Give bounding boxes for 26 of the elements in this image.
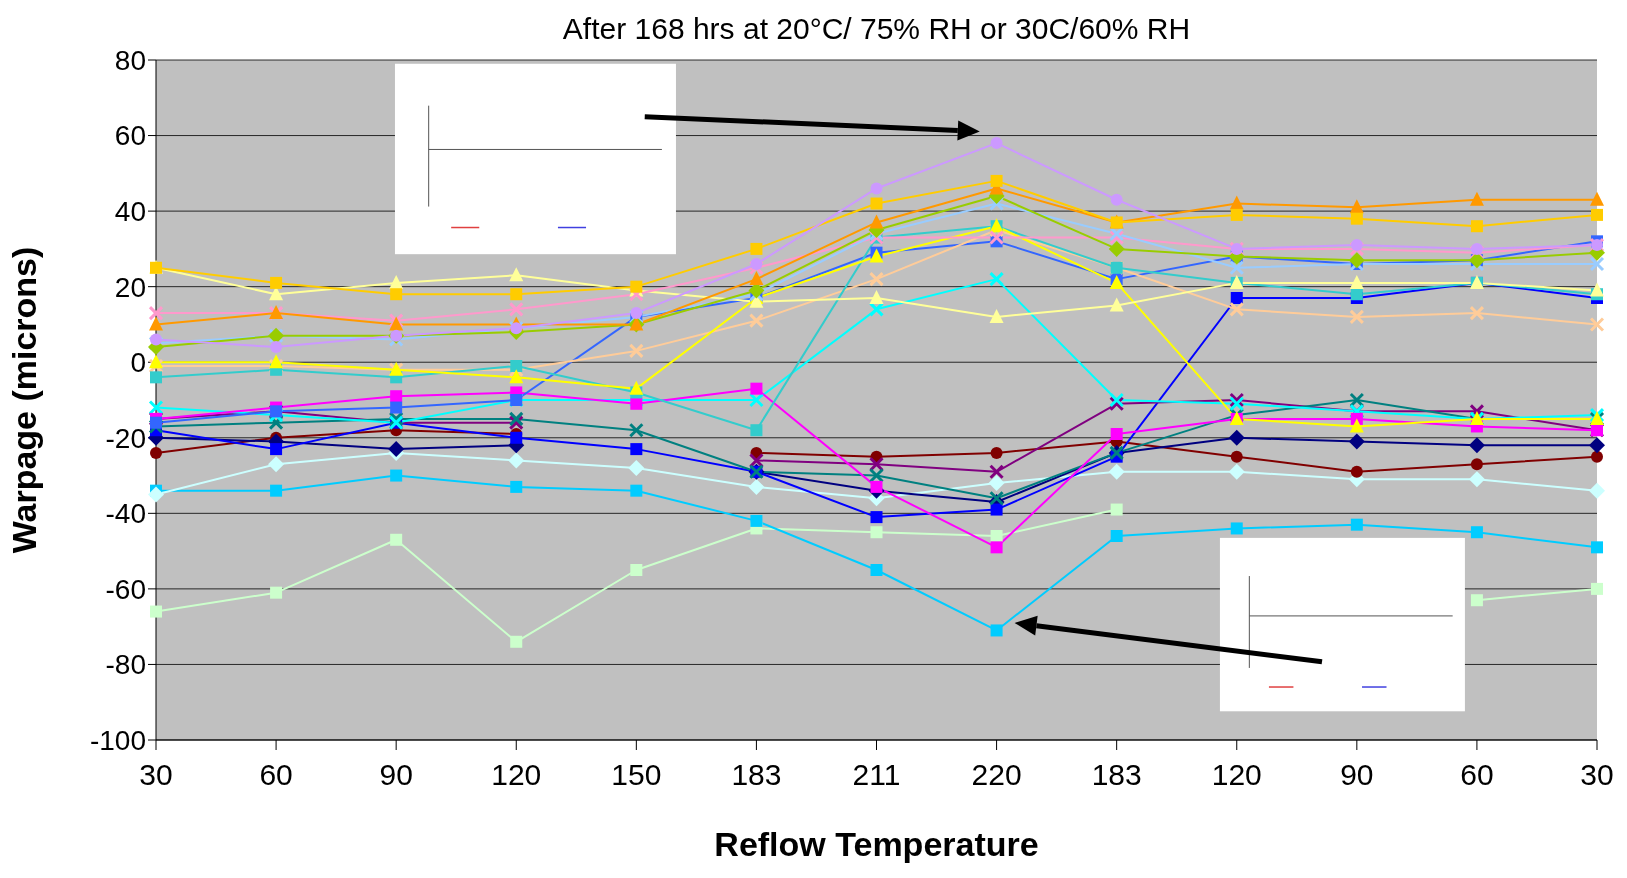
y-tick-label: 0: [130, 347, 146, 379]
x-tick-label: 60: [259, 758, 293, 792]
y-tick-label: 40: [114, 196, 146, 228]
x-tick-label: 60: [1460, 758, 1494, 792]
x-tick-label: 220: [971, 758, 1022, 792]
y-tick-label: -80: [105, 649, 146, 681]
x-tick-label: 211: [852, 758, 901, 792]
x-tick-label: 90: [379, 758, 413, 792]
x-tick-label: 150: [611, 758, 662, 792]
y-tick-label: -40: [105, 498, 146, 530]
x-tick-label: 90: [1340, 758, 1374, 792]
x-tick-label: 183: [731, 758, 782, 792]
y-tick-label: 20: [114, 271, 146, 303]
chart-title: After 168 hrs at 20°C/ 75% RH or 30C/60% RH: [561, 12, 1192, 46]
y-axis-title: Warpage (microns): [5, 246, 44, 554]
y-tick-label: -100: [89, 724, 146, 756]
y-tick-label: -60: [105, 573, 146, 605]
x-tick-label: 120: [491, 758, 542, 792]
x-tick-label: 30: [139, 758, 173, 792]
y-tick-label: -20: [105, 422, 146, 454]
x-tick-label: 120: [1211, 758, 1262, 792]
x-tick-label: 30: [1580, 758, 1614, 792]
x-axis-title: Reflow Temperature: [714, 825, 1039, 863]
y-tick-label: 60: [114, 120, 146, 152]
y-tick-label: 80: [114, 44, 146, 76]
x-tick-label: 183: [1091, 758, 1142, 792]
